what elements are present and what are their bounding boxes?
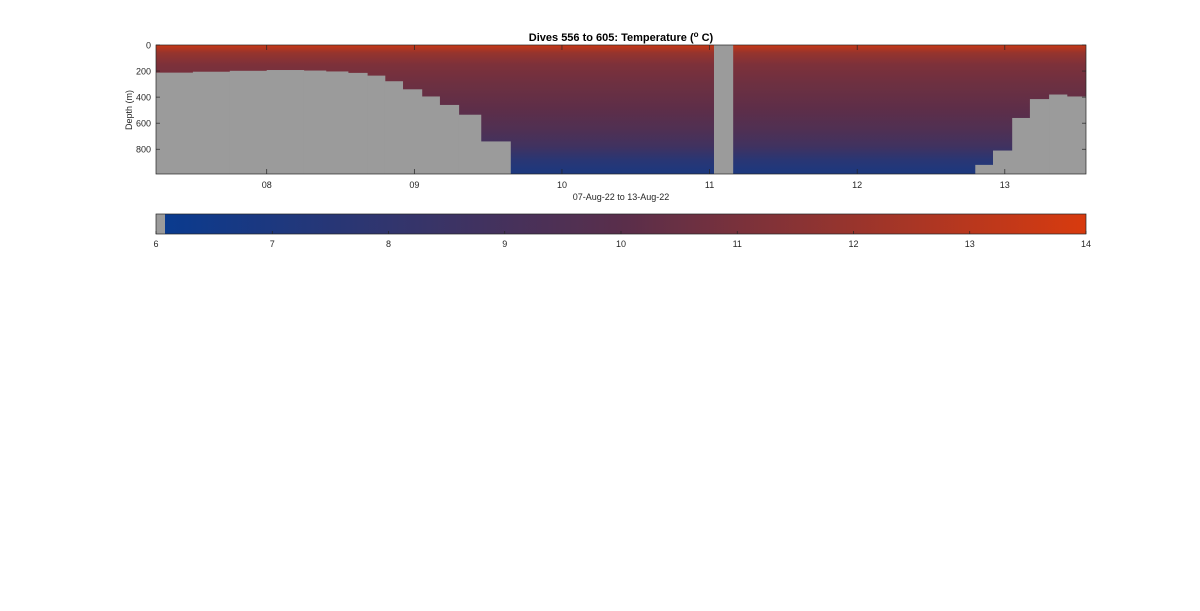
y-tick-label: 0	[146, 41, 151, 51]
seafloor-step	[402, 89, 423, 174]
colorbar-tick-label: 14	[1081, 239, 1091, 249]
colorbar-tick-label: 12	[848, 239, 858, 249]
seafloor-step	[1029, 99, 1050, 174]
colorbar-tick-label: 6	[153, 239, 158, 249]
colorbar-tick-label: 9	[502, 239, 507, 249]
seafloor-step	[384, 81, 404, 174]
x-tick-label: 09	[409, 180, 419, 190]
x-tick-label: 12	[852, 180, 862, 190]
seafloor-step	[1066, 96, 1086, 174]
plot-area	[156, 45, 1086, 174]
seafloor-step	[347, 72, 368, 174]
x-tick-label: 08	[262, 180, 272, 190]
colorbar-tick-label: 7	[270, 239, 275, 249]
seafloor-step	[993, 150, 1013, 174]
seafloor-step	[192, 71, 231, 174]
x-tick-label: 11	[705, 180, 714, 190]
seafloor-step	[421, 96, 440, 174]
seafloor-step	[1012, 117, 1031, 174]
colorbar: 6 7 8 9 10 11 12 13 14	[153, 213, 1091, 249]
seafloor-step	[458, 114, 482, 174]
x-tick-label: 13	[1000, 180, 1010, 190]
x-axis-label: 07-Aug-22 to 13-Aug-22	[573, 192, 670, 202]
colorbar-out-of-range	[156, 214, 165, 234]
x-axis: 08 09 10 11 12 13	[262, 45, 1010, 190]
colorbar-scale	[165, 214, 1086, 234]
seafloor-step	[367, 75, 386, 174]
colorbar-tick-label: 11	[733, 239, 742, 249]
seafloor-step	[975, 164, 994, 174]
seafloor-step	[1049, 94, 1068, 174]
colorbar-tick-label: 10	[616, 239, 626, 249]
seafloor-step	[303, 70, 327, 174]
seafloor-step	[480, 141, 511, 174]
seafloor-step	[229, 70, 268, 174]
seafloor-mask	[156, 70, 1086, 174]
seafloor-step	[439, 104, 460, 174]
seafloor-step	[156, 72, 194, 174]
colorbar-tick-label: 8	[386, 239, 391, 249]
chart-title: Dives 556 to 605: Temperature (o C)	[529, 30, 714, 44]
y-axis-label: Depth (m)	[124, 90, 134, 130]
y-tick-label: 200	[136, 67, 151, 77]
seafloor-step	[325, 71, 349, 174]
plot-frame	[155, 44, 1087, 175]
y-tick-label: 600	[136, 119, 151, 129]
y-tick-label: 400	[136, 93, 151, 103]
y-tick-label: 800	[136, 145, 151, 155]
colorbar-tick-label: 13	[965, 239, 975, 249]
seafloor-step	[266, 70, 305, 174]
data-gap	[714, 45, 734, 174]
colorbar-ticks: 6 7 8 9 10 11 12 13 14	[153, 231, 1091, 249]
x-tick-label: 10	[557, 180, 567, 190]
y-axis: 0 200 400 600 800	[136, 41, 1086, 155]
